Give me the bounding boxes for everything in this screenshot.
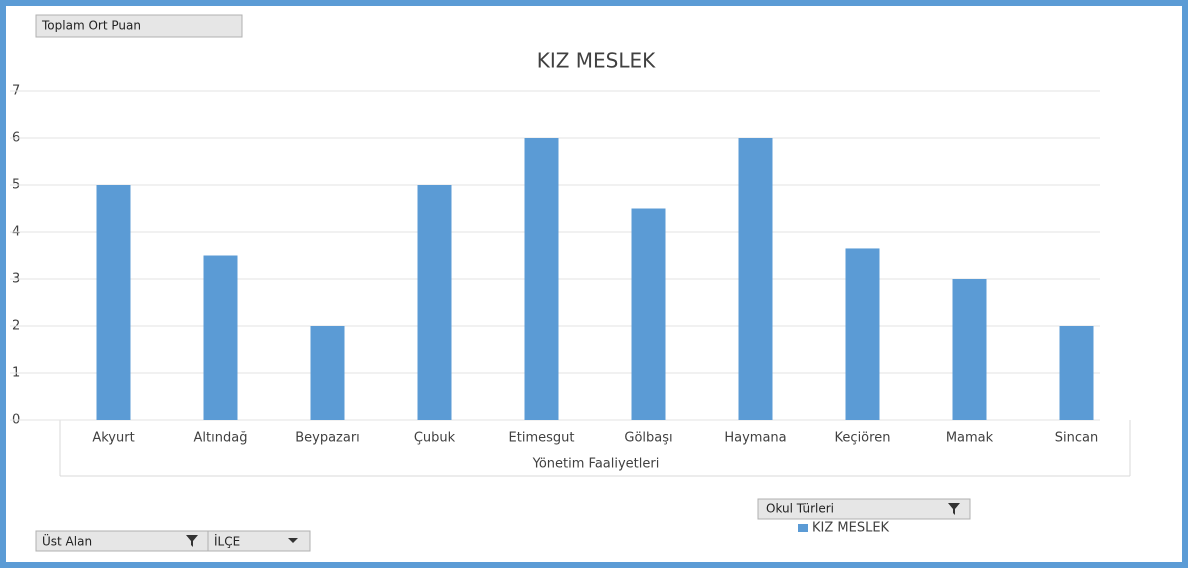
- x-tick-label: Çubuk: [414, 431, 456, 446]
- x-tick-label: Keçiören: [835, 431, 891, 446]
- filter-icon: [186, 535, 198, 547]
- button-label: Okul Türleri: [766, 502, 834, 516]
- x-tick-label: Haymana: [724, 431, 786, 446]
- x-tick-label: Beypazarı: [295, 431, 360, 446]
- legend-swatch: [798, 524, 808, 532]
- bar: [524, 138, 559, 420]
- bar: [1059, 326, 1094, 420]
- bar: [203, 255, 238, 420]
- button-label: Toplam Ort Puan: [41, 19, 141, 33]
- bar: [952, 279, 987, 420]
- x-tick-label: Altındağ: [194, 431, 248, 446]
- bar: [738, 138, 773, 420]
- chart-title: KIZ MESLEK: [537, 49, 656, 73]
- bar: [96, 185, 131, 420]
- bar: [310, 326, 345, 420]
- dropdown-icon: [288, 538, 298, 543]
- axis-field-button[interactable]: İLÇE: [207, 530, 311, 552]
- bar: [845, 248, 880, 420]
- button-label: Üst Alan: [42, 533, 92, 549]
- x-tick-label: Etimesgut: [509, 431, 575, 446]
- x-tick-label: Akyurt: [92, 431, 134, 446]
- x-tick-label: Gölbaşı: [624, 431, 672, 446]
- bar: [631, 208, 666, 420]
- legend-label: KIZ MESLEK: [812, 521, 890, 536]
- filter-icon: [948, 503, 960, 515]
- bar: [417, 185, 452, 420]
- x-tick-label: Sincan: [1055, 431, 1098, 446]
- button-label: İLÇE: [214, 534, 240, 549]
- legend-field-button[interactable]: Okul Türleri: [757, 498, 971, 520]
- filter-field-button[interactable]: Üst Alan: [35, 530, 209, 552]
- values-field-button[interactable]: Toplam Ort Puan: [35, 14, 243, 38]
- x-tick-label: Mamak: [946, 431, 994, 446]
- x-axis-label: Yönetim Faaliyetleri: [532, 457, 660, 472]
